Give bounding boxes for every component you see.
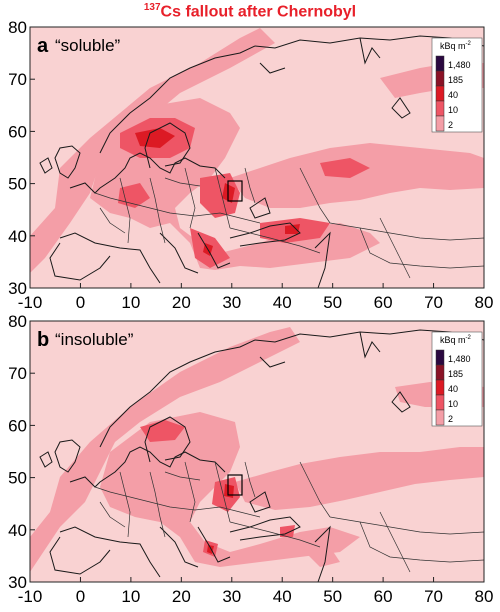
legend-swatch	[435, 85, 445, 102]
legend-value: 185	[448, 369, 463, 379]
y-tick-label: 80	[8, 18, 27, 37]
x-tick-label: 60	[374, 293, 393, 312]
legend-unit: kBq m-2	[440, 41, 472, 51]
panel-letter: b	[37, 329, 49, 351]
chernobyl-site-marker	[227, 180, 243, 202]
legend-swatch	[435, 100, 445, 117]
coastlines	[39, 329, 484, 582]
legend-value: 1,480	[448, 354, 471, 364]
panel-label: “soluble”	[55, 36, 121, 55]
x-tick-label: -10	[18, 587, 43, 606]
y-tick-label: 70	[8, 70, 27, 89]
x-tick-label: 0	[76, 587, 85, 606]
x-tick-label: 20	[172, 293, 191, 312]
y-tick-label: 30	[8, 279, 27, 298]
legend-swatch	[435, 70, 445, 87]
panel-label: “insoluble”	[55, 330, 134, 349]
legend-value: 10	[448, 105, 458, 115]
y-tick-label: 80	[8, 312, 27, 331]
map-frame	[29, 26, 485, 289]
y-tick-label: 70	[8, 364, 27, 383]
title-superscript: 137	[143, 2, 161, 13]
color-legend: kBq m-2 1,480 185 40 10 2	[431, 37, 483, 133]
x-tick-label: 10	[121, 587, 140, 606]
legend-value: 10	[448, 399, 458, 409]
legend-swatch	[435, 394, 445, 411]
legend-value: 185	[448, 75, 463, 85]
map-frame	[29, 320, 485, 583]
panel-letter: a	[37, 35, 49, 57]
x-tick-label: 70	[424, 587, 443, 606]
legend-swatch	[435, 379, 445, 396]
x-tick-label: 30	[222, 587, 241, 606]
figure-title: 137Cs fallout after Chernobyl	[0, 2, 500, 21]
country-borders	[94, 167, 484, 279]
coastlines	[39, 35, 484, 288]
y-tick-label: 50	[8, 175, 27, 194]
x-axis: -10 0 10 20 30 40 50 60 70 80	[18, 577, 494, 606]
map-panel-insoluble: b “insoluble” kBq m-2 1,480 185 40 10 2 30 40…	[8, 312, 494, 606]
x-tick-label: -10	[18, 293, 43, 312]
x-tick-label: 50	[323, 293, 342, 312]
x-tick-label: 60	[374, 587, 393, 606]
x-tick-label: 70	[424, 293, 443, 312]
legend-swatch	[435, 409, 445, 426]
x-tick-label: 40	[273, 587, 292, 606]
y-tick-label: 30	[8, 573, 27, 592]
x-tick-label: 80	[475, 587, 494, 606]
map-area	[30, 27, 484, 288]
title-text: Cs fallout after Chernobyl	[160, 3, 357, 21]
y-tick-label: 40	[8, 521, 27, 540]
legend-value: 2	[448, 120, 453, 130]
chernobyl-site-marker	[227, 474, 243, 496]
x-tick-label: 30	[222, 293, 241, 312]
y-tick-label: 40	[8, 227, 27, 246]
legend-unit: kBq m-2	[440, 335, 472, 345]
map-area	[30, 321, 484, 582]
y-axis: 30 40 50 60 70 80	[8, 312, 35, 592]
y-tick-label: 50	[8, 469, 27, 488]
y-tick-label: 60	[8, 122, 27, 141]
x-tick-label: 50	[323, 587, 342, 606]
legend-swatch	[435, 349, 445, 366]
x-tick-label: 20	[172, 587, 191, 606]
legend-value: 40	[448, 90, 458, 100]
x-tick-label: 40	[273, 293, 292, 312]
legend-swatch	[435, 55, 445, 72]
color-legend: kBq m-2 1,480 185 40 10 2	[431, 331, 483, 427]
x-tick-label: 80	[475, 293, 494, 312]
y-axis: 30 40 50 60 70 80	[8, 18, 35, 298]
legend-swatch	[435, 115, 445, 132]
x-tick-label: 10	[121, 293, 140, 312]
y-tick-label: 60	[8, 416, 27, 435]
legend-swatch	[435, 364, 445, 381]
country-borders	[94, 461, 484, 573]
legend-value: 1,480	[448, 60, 471, 70]
legend-value: 2	[448, 414, 453, 424]
x-axis: -10 0 10 20 30 40 50 60 70 80	[18, 283, 494, 312]
map-panel-soluble: a “soluble” kBq m-2 1,480 185 40 10 2 30 40 50…	[8, 18, 494, 312]
x-tick-label: 0	[76, 293, 85, 312]
legend-value: 40	[448, 384, 458, 394]
